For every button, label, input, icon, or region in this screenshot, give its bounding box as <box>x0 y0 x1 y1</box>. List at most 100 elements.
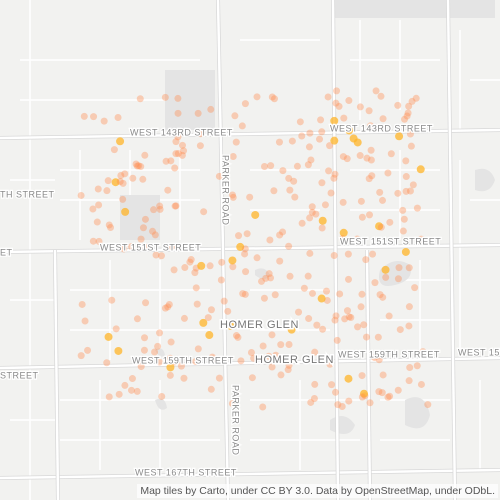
dot <box>250 354 258 362</box>
dot <box>214 128 222 136</box>
dot <box>401 247 410 256</box>
dot <box>166 354 174 362</box>
dot <box>358 290 366 298</box>
dot <box>307 398 315 406</box>
dot <box>140 346 148 354</box>
dot <box>207 385 215 393</box>
dot <box>339 153 347 161</box>
dot <box>84 346 92 354</box>
dot <box>325 167 333 175</box>
dot <box>338 235 346 243</box>
dot <box>268 93 276 101</box>
dot <box>174 109 182 117</box>
dot <box>170 358 178 366</box>
dot <box>290 177 298 185</box>
dot <box>192 284 200 292</box>
dot <box>266 236 274 244</box>
dot <box>229 263 237 271</box>
dot <box>331 316 339 324</box>
dot <box>158 392 166 400</box>
dot <box>180 374 188 382</box>
dot <box>152 251 160 259</box>
dot <box>379 196 387 204</box>
dot <box>186 258 194 266</box>
road-label: WEST 167TH STREET <box>135 467 237 477</box>
dot <box>304 272 312 280</box>
dot <box>300 284 308 292</box>
dot <box>375 388 383 396</box>
dot <box>358 393 366 401</box>
dot <box>224 307 232 315</box>
dot <box>307 156 315 164</box>
dot <box>161 304 169 312</box>
dot <box>270 95 278 103</box>
dot <box>172 202 180 210</box>
dot <box>343 307 351 315</box>
dot <box>181 264 189 272</box>
dot <box>253 254 261 262</box>
dot <box>236 242 245 251</box>
dot <box>164 303 172 311</box>
road-label: ET <box>0 247 13 257</box>
dot <box>268 331 276 339</box>
dot <box>108 296 116 304</box>
dot <box>141 215 149 223</box>
dot <box>276 231 284 239</box>
dot <box>119 179 127 187</box>
dot <box>377 92 385 100</box>
dot <box>306 129 314 137</box>
dot <box>157 252 165 260</box>
dot <box>111 178 120 187</box>
dot <box>257 277 265 285</box>
dot <box>387 150 395 158</box>
road-label: WEST 143RD STREET <box>330 123 433 133</box>
dot <box>357 197 365 205</box>
dot <box>192 357 200 365</box>
dot <box>402 157 410 165</box>
dot <box>376 188 384 196</box>
dot <box>218 258 226 266</box>
dot <box>115 390 123 398</box>
dot <box>180 314 188 322</box>
road-label: PARKER ROAD <box>221 155 231 225</box>
dot <box>396 326 404 334</box>
road-label: PARKER ROAD <box>231 385 241 455</box>
dot <box>270 187 278 195</box>
dot <box>305 143 313 151</box>
dot <box>194 109 202 117</box>
dot <box>100 117 108 125</box>
dot <box>343 155 351 163</box>
dot <box>286 186 294 194</box>
dot <box>168 243 176 251</box>
dot <box>335 102 343 110</box>
dot <box>288 137 296 145</box>
dot <box>400 215 408 223</box>
dot <box>259 403 267 411</box>
dot <box>333 87 341 95</box>
dot <box>204 314 212 322</box>
dot <box>119 195 127 203</box>
dot <box>114 346 123 355</box>
dot <box>268 363 276 371</box>
dot <box>228 400 236 408</box>
dot <box>417 380 425 388</box>
dot <box>354 323 362 331</box>
dot <box>154 342 162 350</box>
dot <box>251 210 260 219</box>
dot <box>77 191 85 199</box>
dot <box>276 257 284 265</box>
dot <box>180 147 188 155</box>
dot <box>332 99 340 107</box>
dot <box>371 279 379 287</box>
dot <box>298 132 306 140</box>
dot <box>404 109 412 117</box>
dot <box>247 348 255 356</box>
dot <box>253 93 261 101</box>
dot <box>366 399 374 407</box>
dot <box>215 374 223 382</box>
dot <box>408 97 416 105</box>
dot <box>279 228 287 236</box>
dot <box>367 122 375 130</box>
dot <box>77 352 85 360</box>
dot <box>287 325 296 334</box>
